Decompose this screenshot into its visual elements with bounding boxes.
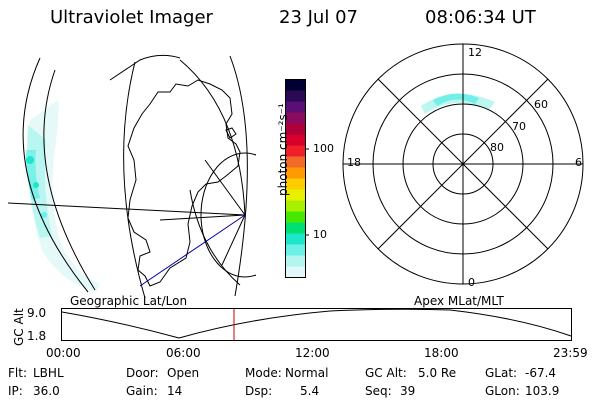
mode-value: Normal — [285, 366, 329, 380]
glat-label: GLat: — [485, 366, 518, 380]
mlat-label-60: 60 — [534, 98, 548, 111]
altitude-ytick-high: 9.0 — [27, 306, 47, 320]
altitude-ytick-low: 1.8 — [27, 329, 47, 343]
glon-label: GLon: — [485, 384, 520, 398]
gcalt-value: 5.0 Re — [418, 366, 457, 380]
apex-panel-label: Apex MLat/MLT — [414, 294, 504, 308]
seq-value: 39 — [400, 384, 416, 398]
time-tick-1200: 12:00 — [295, 346, 330, 360]
date-label: 23 Jul 07 — [279, 7, 358, 28]
ip-label: IP: — [8, 384, 23, 398]
colorbar-cell — [285, 233, 306, 245]
colorbar-cell — [285, 156, 306, 168]
geographic-panel-label: Geographic Lat/Lon — [70, 294, 188, 308]
colorbar-cell — [285, 112, 306, 124]
app-title: Ultraviolet Imager — [50, 7, 213, 28]
colorbar-tick-10: 10 — [313, 228, 327, 241]
colorbar-cell — [285, 266, 306, 278]
mlt-label-12: 12 — [468, 46, 482, 59]
mlt-label-0: 0 — [468, 276, 475, 289]
seq-label: Seq: — [365, 384, 392, 398]
mlat-label-70: 70 — [512, 120, 526, 133]
colorbar-cell — [285, 178, 306, 190]
gcalt-label: GC Alt: — [365, 366, 407, 380]
altitude-axis-label: GC Alt — [12, 308, 26, 346]
mlt-label-6: 6 — [575, 156, 582, 169]
glon-value: 103.9 — [525, 384, 560, 398]
door-label: Door: — [126, 366, 159, 380]
colorbar-cell — [285, 90, 306, 102]
time-tick-0000: 00:00 — [46, 346, 81, 360]
colorbar-cell — [285, 244, 306, 256]
colorbar-tick-100: 100 — [313, 142, 334, 155]
filter-value: LBHL — [33, 366, 64, 380]
mlt-label-18: 18 — [347, 156, 361, 169]
colorbar-cell — [285, 101, 306, 113]
mlat-label-80: 80 — [490, 141, 504, 154]
colorbar-cell — [285, 255, 306, 267]
colorbar-cell — [285, 123, 306, 135]
polar-auroral-emission — [421, 93, 495, 114]
time-tick-0600: 06:00 — [166, 346, 201, 360]
glat-value: -67.4 — [525, 366, 557, 380]
gain-label: Gain: — [126, 384, 158, 398]
time-label: 08:06:34 UT — [425, 7, 536, 28]
geographic-map — [7, 54, 256, 298]
colorbar-cell — [285, 222, 306, 234]
colorbar-cell — [285, 200, 306, 212]
mode-label: Mode: — [245, 366, 282, 380]
colorbar-cell — [285, 211, 306, 223]
colorbar-units-label: photon cm⁻²s⁻¹ — [276, 103, 290, 196]
time-tick-2359: 23:59 — [553, 346, 588, 360]
colorbar-cell — [285, 79, 306, 91]
altitude-curve — [61, 308, 572, 339]
colorbar-cell — [285, 189, 306, 201]
dsp-label: Dsp: — [245, 384, 273, 398]
ip-value: 36.0 — [33, 384, 60, 398]
dsp-value: 5.4 — [300, 384, 320, 398]
door-value: Open — [167, 366, 200, 380]
time-tick-1800: 18:00 — [424, 346, 459, 360]
color-scale-bar — [285, 79, 309, 278]
gain-value: 14 — [167, 384, 183, 398]
auroral-emission — [25, 100, 100, 292]
colorbar-cell — [285, 145, 306, 157]
filter-label: Flt: — [8, 366, 27, 380]
colorbar-cell — [285, 167, 306, 179]
colorbar-cell — [285, 134, 306, 146]
